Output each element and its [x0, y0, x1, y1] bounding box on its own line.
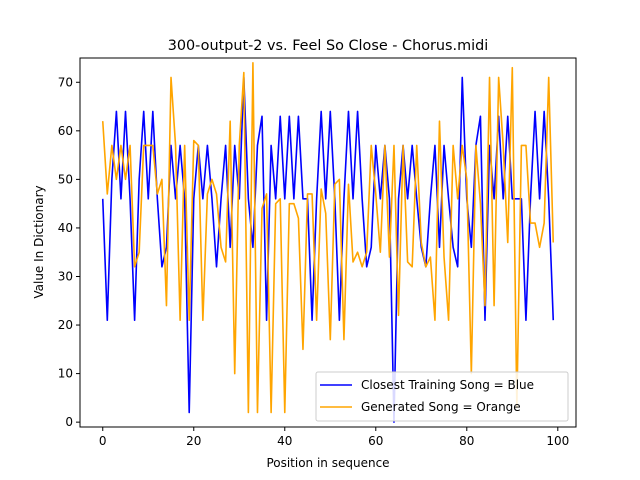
x-tick-label: 80	[459, 434, 474, 448]
legend: Closest Training Song = Blue Generated S…	[315, 371, 569, 422]
y-tick-label: 40	[58, 221, 73, 235]
x-tick-label: 60	[368, 434, 383, 448]
x-axis: 0 20 40 60 80 100	[99, 427, 569, 448]
y-axis-label: Value In Dictionary	[32, 185, 46, 298]
x-tick-label: 20	[186, 434, 201, 448]
y-tick-label: 30	[58, 269, 73, 283]
legend-label-closest-training-song: Closest Training Song = Blue	[361, 378, 534, 392]
x-tick-label: 0	[99, 434, 107, 448]
chart-title: 300-output-2 vs. Feel So Close - Chorus.…	[168, 38, 489, 54]
series-line-1	[101, 62, 555, 414]
legend-label-generated-song: Generated Song = Orange	[361, 400, 521, 414]
y-tick-label: 50	[58, 172, 73, 186]
series-line-0	[101, 76, 555, 423]
plot-frame	[79, 57, 577, 428]
y-tick-label: 60	[58, 124, 73, 138]
x-tick-label: 100	[546, 434, 569, 448]
series-layer	[101, 62, 555, 423]
y-tick-label: 70	[58, 75, 73, 89]
y-tick-label: 20	[58, 318, 73, 332]
legend-box	[315, 371, 569, 422]
y-tick-label: 0	[65, 415, 73, 429]
y-tick-label: 10	[58, 367, 73, 381]
y-axis: 0 10 20 30 40 50 60 70	[58, 75, 80, 429]
x-axis-label: Position in sequence	[266, 456, 389, 470]
x-tick-label: 40	[277, 434, 292, 448]
